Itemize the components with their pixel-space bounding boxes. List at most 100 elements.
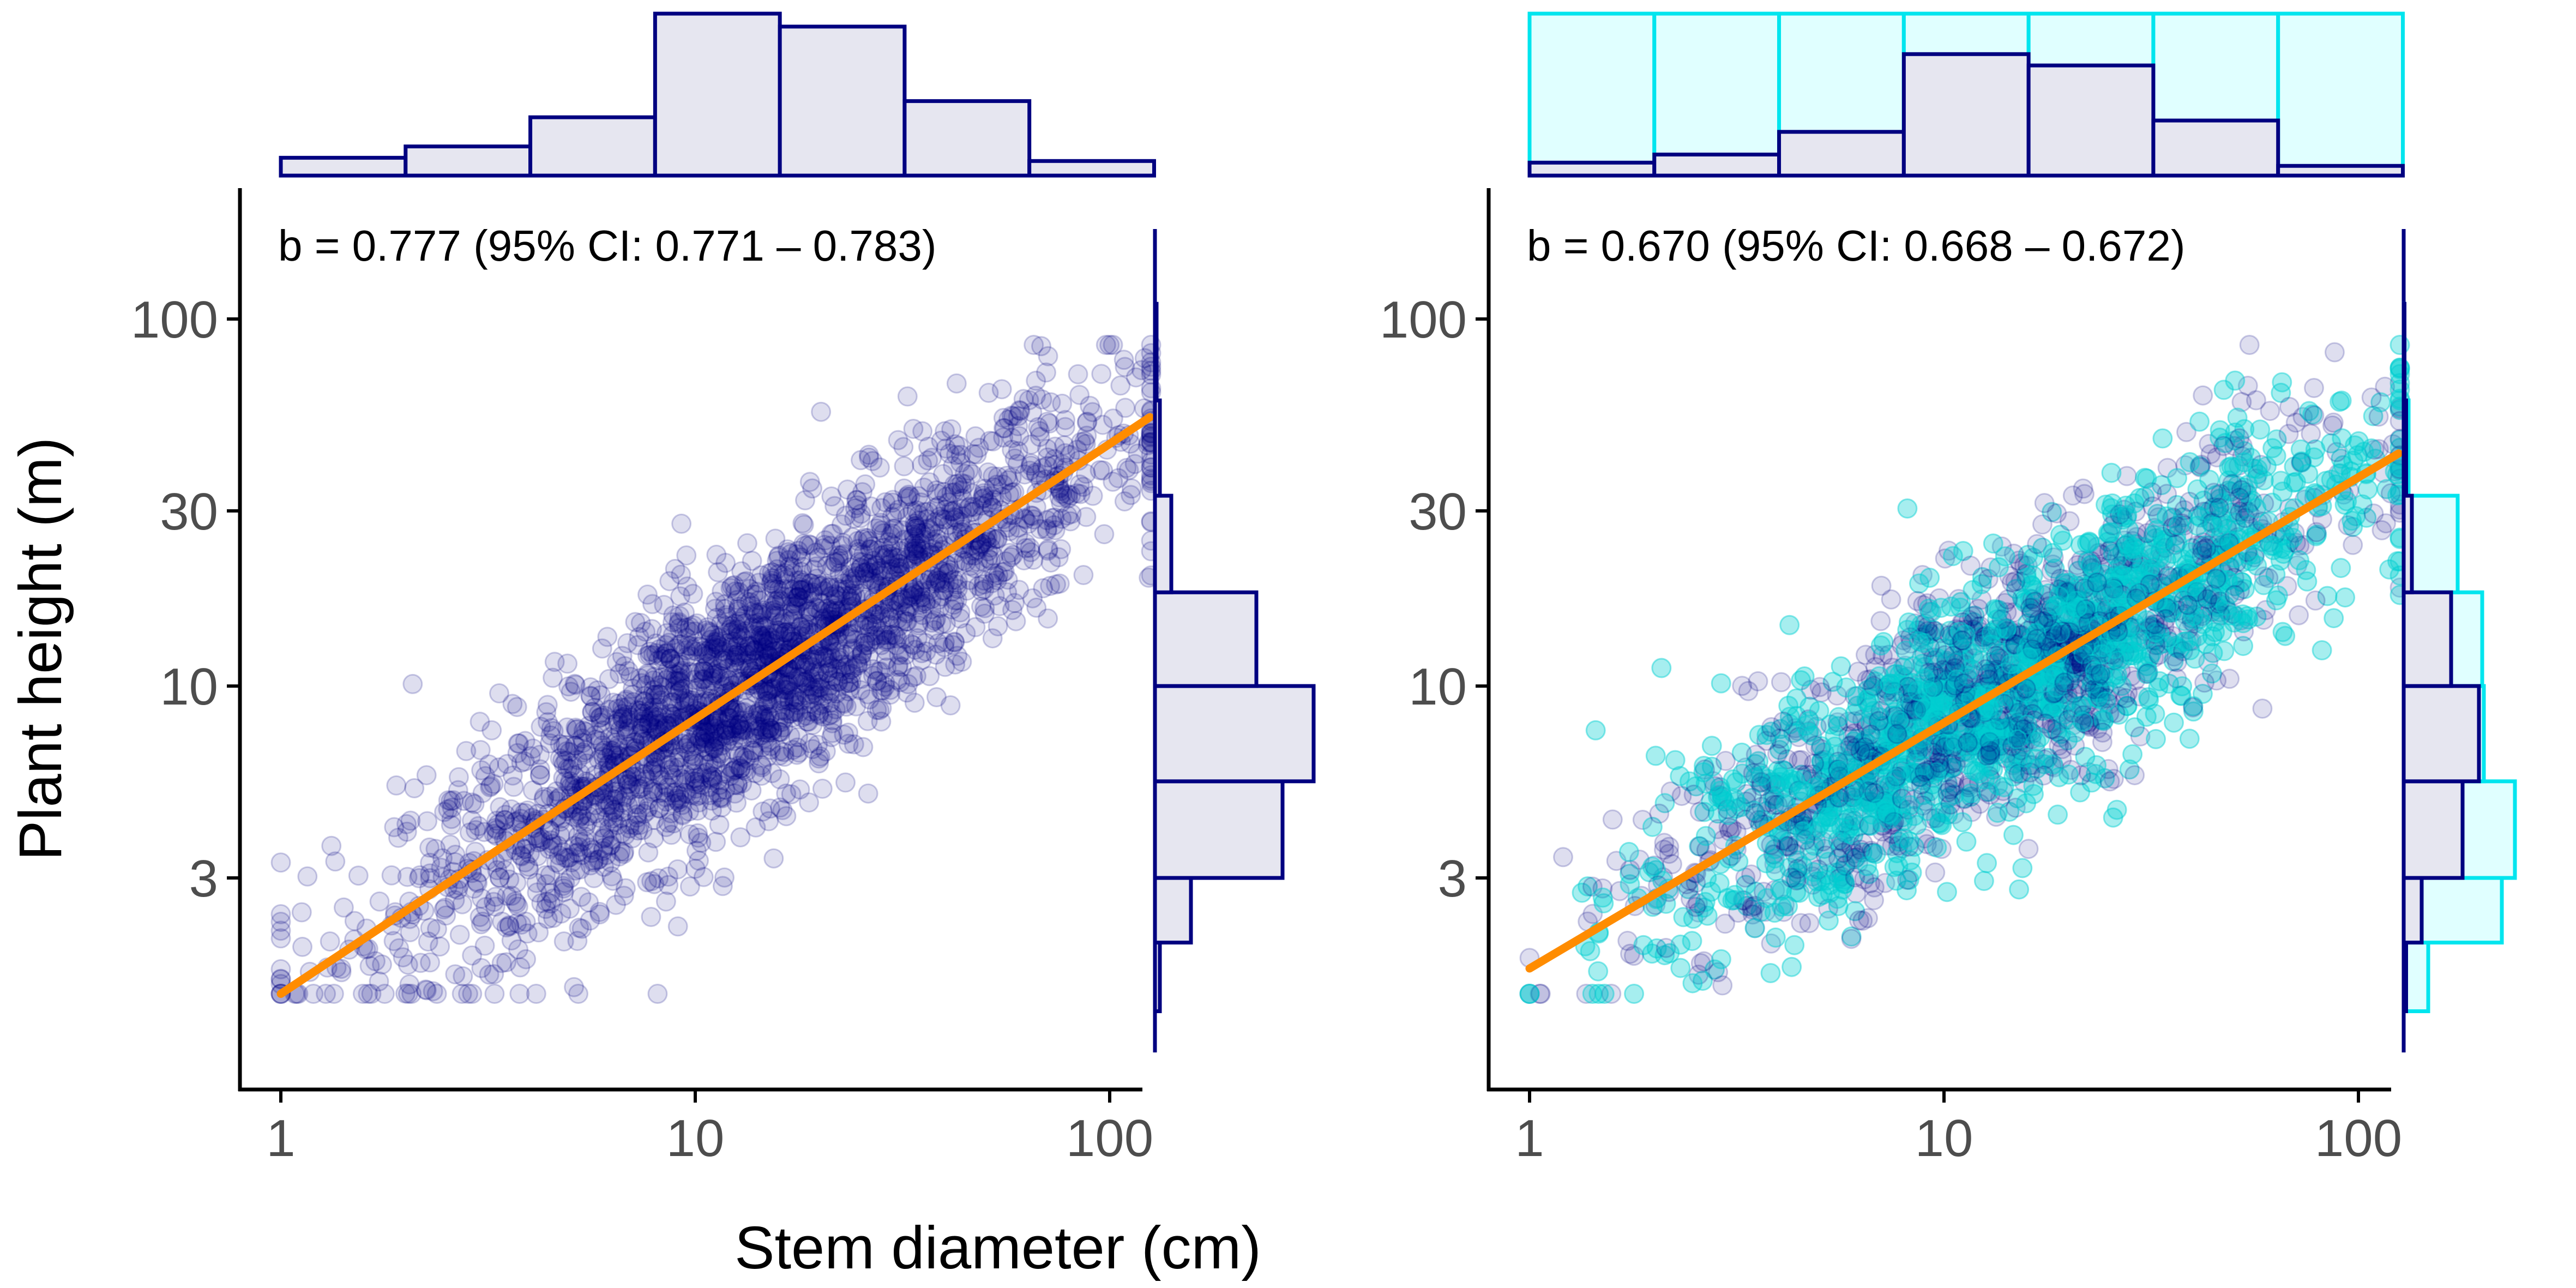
x-hist-bar [1027,159,1156,178]
data-point [594,827,615,848]
data-point [827,671,848,692]
data-point [791,562,812,582]
data-point [727,623,748,644]
data-point [744,641,765,661]
data-point [719,707,739,728]
data-point [679,876,700,897]
data-point [785,599,806,619]
data-point [908,510,929,531]
data-point [1712,789,1732,809]
data-point [643,645,664,665]
data-point [963,444,984,465]
data-point [715,552,736,573]
data-point [1828,707,1849,727]
data-point [633,703,653,724]
data-point [904,538,924,559]
data-point [508,939,528,960]
data-point [765,528,786,549]
data-point [1024,335,1044,355]
data-point [902,587,922,607]
data-point [416,980,437,1001]
data-point [658,866,678,887]
data-point [926,687,947,707]
data-point [1899,831,1920,852]
data-point [645,753,666,773]
right-scatter-points [1519,335,2410,1004]
data-point [871,711,892,732]
data-point [567,931,588,951]
data-point [739,636,760,657]
data-point [618,705,639,725]
data-point [911,649,932,670]
data-point [426,984,447,1004]
data-point [745,763,766,784]
data-point [938,492,959,513]
x-hist-bar [279,155,408,178]
data-point [502,694,523,714]
data-point [1052,484,1072,504]
data-point [2101,462,2122,483]
data-point [670,690,691,711]
data-point [374,984,395,1004]
data-point [402,673,423,694]
data-point [1937,882,1957,902]
y-hist-bar [1153,684,1316,784]
data-point [792,591,812,611]
data-point [1091,364,1112,384]
data-point [1004,593,1025,613]
data-point [993,408,1014,428]
data-point [617,633,637,653]
data-point [882,535,903,556]
data-point [1093,460,1114,481]
data-point [705,664,726,684]
data-point [1767,744,1787,765]
data-point [655,787,676,808]
data-point [2312,640,2332,660]
data-point [483,892,504,912]
x-tick-label: 100 [1066,1109,1153,1167]
data-point [672,795,693,815]
data-point [510,809,531,829]
data-point [2003,824,2024,845]
data-point [916,593,936,614]
data-point [888,553,909,574]
data-point [930,573,951,593]
data-point [822,723,843,743]
data-point [1765,927,1786,948]
data-point [1026,386,1046,406]
data-point [2214,641,2235,661]
x-hist-bar [902,99,1032,178]
data-point [649,639,670,660]
data-point [961,502,982,522]
data-point [2152,428,2173,449]
data-point [543,667,563,688]
data-point [1082,402,1103,423]
data-point [925,571,946,592]
data-point [559,898,580,919]
data-point [669,612,689,633]
data-point [2219,669,2240,689]
y-tick-label: 3 [189,850,218,908]
data-point [1588,961,1609,982]
data-point [635,621,656,642]
data-point [1068,364,1088,384]
data-point [938,555,959,576]
data-point [898,674,918,694]
data-point [980,527,1001,548]
data-point [802,478,823,499]
data-point [1819,910,1839,931]
data-point [445,964,466,985]
data-point [2212,622,2232,642]
data-point [861,614,882,635]
data-point [663,757,684,778]
data-point [860,496,881,517]
data-point [769,721,790,742]
data-point [929,496,949,516]
data-point [1037,412,1058,432]
data-point [858,783,878,804]
left-x-histogram [279,11,1156,178]
data-point [700,777,720,797]
data-point [837,628,858,649]
